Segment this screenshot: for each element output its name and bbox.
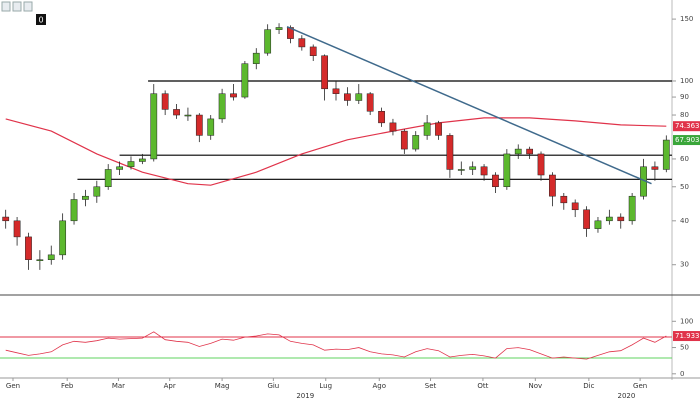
candle-body — [230, 93, 237, 98]
candle-body — [469, 166, 477, 170]
tool-icon[interactable] — [23, 1, 33, 12]
candle-body — [560, 195, 568, 204]
candle-body — [241, 63, 249, 98]
candle-body — [321, 55, 328, 90]
x-tick-label: Lug — [319, 382, 332, 390]
candle-body — [344, 93, 351, 101]
y-tick-label: 50 — [680, 183, 689, 191]
candle-body — [127, 161, 135, 168]
candle-body — [264, 29, 272, 54]
candle-body — [526, 148, 534, 155]
candle-body — [549, 174, 556, 197]
y-tick-label: 100 — [680, 317, 693, 325]
candle-body — [389, 122, 397, 132]
candle-body — [662, 139, 670, 170]
candle-body — [82, 195, 89, 200]
candle-body — [628, 195, 636, 222]
toolbar: 0 — [1, 1, 46, 25]
ma-price-tag-box — [673, 121, 700, 132]
x-tick-label: Set — [425, 382, 437, 390]
year-label: 2020 — [618, 392, 636, 400]
tool-icon[interactable] — [1, 1, 11, 12]
candle-body — [355, 93, 363, 101]
candle-body — [36, 259, 44, 261]
candle-body — [423, 122, 431, 136]
x-tick-label: Mar — [112, 382, 125, 390]
x-tick-label: Dic — [583, 382, 594, 390]
candle-body — [537, 153, 545, 176]
candle-body — [25, 236, 32, 260]
candle-body — [70, 199, 78, 222]
candle-body — [605, 216, 613, 222]
indicator-line — [5, 331, 667, 360]
candle-body — [309, 46, 317, 56]
year-label: 2019 — [296, 392, 314, 400]
candle-body — [13, 220, 21, 238]
last-price-tag-box — [673, 135, 700, 146]
candle-body — [47, 254, 55, 260]
badge-text: 0 — [38, 16, 43, 25]
candle-body — [480, 166, 488, 176]
x-tick-label: Giu — [267, 382, 279, 390]
x-tick-label: Mag — [215, 382, 230, 390]
candle-body — [571, 202, 579, 211]
trendline — [286, 26, 652, 185]
candle-body — [161, 93, 169, 110]
x-tick-label: Ago — [373, 382, 387, 390]
candle-body — [59, 220, 67, 256]
y-tick-label: 60 — [680, 155, 689, 163]
tool-icon[interactable] — [12, 1, 22, 12]
candle-body — [503, 153, 511, 188]
candle-body — [457, 169, 465, 171]
y-tick-label: 0 — [680, 370, 684, 378]
candle-body — [332, 88, 340, 94]
candle-body — [116, 166, 123, 170]
candle-body — [138, 158, 146, 162]
candle-body — [446, 135, 454, 170]
x-tick-label: Ott — [477, 382, 488, 390]
y-tick-label: 100 — [680, 77, 693, 85]
y-tick-label: 80 — [680, 111, 689, 119]
candle-body — [400, 130, 408, 150]
candle-body — [514, 148, 522, 155]
candle-body — [104, 169, 112, 188]
x-tick-label: Gen — [6, 382, 20, 390]
y-tick-label: 40 — [680, 217, 689, 225]
x-tick-label: Nov — [528, 382, 542, 390]
candle-body — [184, 114, 192, 117]
y-tick-label: 30 — [680, 261, 689, 269]
candle-body — [378, 111, 385, 124]
x-tick-label: Feb — [61, 382, 74, 390]
candle-body — [617, 216, 625, 222]
candle-body — [435, 122, 442, 136]
candle-body — [150, 93, 158, 160]
candle-body — [275, 27, 283, 30]
candle-body — [492, 174, 499, 188]
candle-body — [218, 93, 226, 120]
candle-body — [252, 52, 260, 64]
indicator-tag-box — [673, 331, 700, 342]
candle-body — [583, 209, 590, 229]
ma-price-tag: 74.3638 — [675, 122, 700, 130]
candle-body — [93, 186, 101, 197]
candle-body — [173, 109, 180, 116]
y-tick-label: 90 — [680, 93, 689, 101]
candle-body — [594, 220, 602, 229]
candle-body — [2, 216, 10, 222]
candle-body — [207, 118, 215, 136]
indicator-tag: 71.9338 — [675, 332, 700, 340]
candle-body — [412, 135, 420, 150]
y-tick-label: 150 — [680, 15, 693, 23]
x-tick-label: Apr — [164, 382, 176, 390]
y-tick-label: 50 — [680, 344, 689, 352]
last-price-tag: 67.9035 — [675, 136, 700, 144]
badge — [36, 14, 46, 25]
x-tick-label: Gen — [633, 382, 647, 390]
candle-body — [366, 93, 374, 112]
candle-body — [651, 166, 659, 170]
candle-body — [195, 114, 203, 136]
candle-body — [298, 38, 306, 48]
